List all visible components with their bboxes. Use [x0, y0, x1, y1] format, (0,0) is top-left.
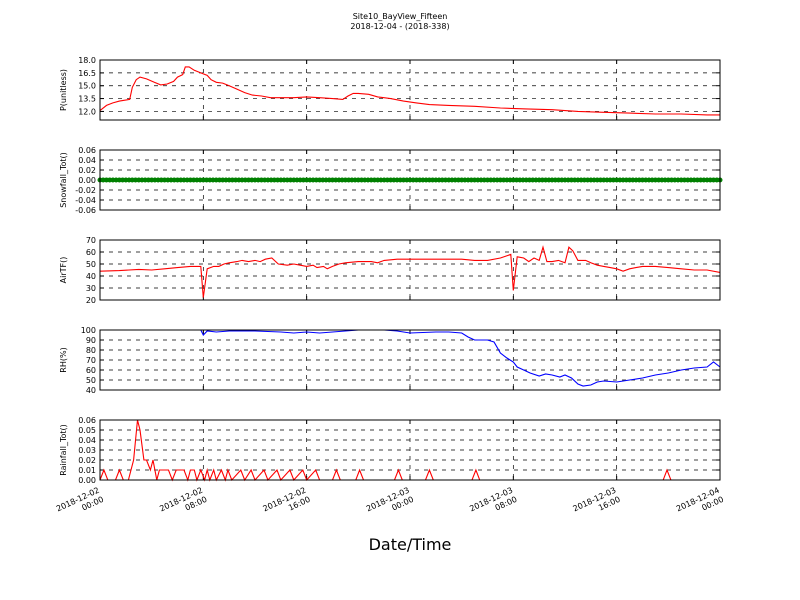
rh-y-tick-label: 50: [86, 376, 96, 385]
airtf-y-tick-label: 70: [86, 236, 96, 245]
airtf-axes-frame: [99, 239, 721, 301]
airtf-y-tick-label: 50: [86, 260, 96, 269]
rh-y-tick-label: 70: [86, 356, 96, 365]
chart-title: Site10_BayView_Fifteen: [353, 12, 448, 21]
rh-axes-frame: [99, 329, 721, 391]
panel-rainfall-tot: 0.000.010.020.030.040.050.06 Rainfall_Tot…: [59, 416, 721, 485]
panel-snowfall-tot: -0.06-0.04-0.020.000.020.040.06 Snowfall_…: [59, 146, 723, 215]
airtf-series-line: [99, 245, 721, 298]
panel-p-unitless: 12.0 13.5 15.0 16.5 18.0 P(unitless): [59, 56, 721, 121]
rainfall-tot-y-axis-label: Rainfall_Tot(): [59, 424, 68, 476]
rh-y-tick-label: 60: [86, 366, 96, 375]
rainfall-tot-y-tick-label: 0.02: [78, 456, 96, 465]
p-unitless-y-tick-label: 13.5: [78, 95, 96, 104]
x-tick-label: 2018-12-0400:00: [675, 486, 725, 523]
snowfall-tot-y-axis-label: Snowfall_Tot(): [59, 152, 68, 208]
rainfall-tot-axes-frame: [99, 419, 721, 481]
snowfall-tot-axes-frame: [99, 149, 721, 211]
rh-y-tick-label: 40: [86, 386, 96, 395]
p-unitless-y-axis-label: P(unitless): [59, 69, 68, 111]
snowfall-tot-y-tick-label: 0.06: [78, 146, 96, 155]
snowfall-tot-y-tick-label: 0.00: [78, 176, 96, 185]
rh-series-line: [100, 329, 721, 387]
snowfall-tot-y-tick-label: 0.02: [78, 166, 96, 175]
rainfall-tot-y-tick-label: 0.03: [78, 446, 96, 455]
airtf-y-axis-label: AirTF(): [59, 257, 68, 284]
snowfall-tot-y-tick-label: -0.04: [75, 196, 96, 205]
rainfall-tot-y-tick-label: 0.05: [78, 426, 96, 435]
x-tick-label: 2018-12-0208:00: [158, 486, 208, 523]
x-tick-label: 2018-12-0200:00: [55, 486, 105, 523]
p-unitless-y-tick-label: 15.0: [78, 82, 96, 91]
x-tick-label: 2018-12-0300:00: [365, 486, 415, 523]
x-tick-label: 2018-12-0216:00: [262, 486, 312, 523]
rainfall-tot-y-tick-label: 0.01: [78, 466, 96, 475]
x-tick-label: 2018-12-0316:00: [572, 486, 622, 523]
snowfall-tot-y-tick-label: -0.02: [75, 186, 96, 195]
rh-y-tick-label: 80: [86, 346, 96, 355]
snowfall-tot-y-tick-label: -0.06: [75, 206, 96, 215]
p-unitless-y-tick-label: 18.0: [78, 56, 96, 65]
rh-y-axis-label: RH(%): [59, 347, 68, 372]
p-unitless-y-tick-label: 16.5: [78, 69, 96, 78]
rainfall-tot-y-tick-label: 0.04: [78, 436, 96, 445]
airtf-y-tick-label: 30: [86, 284, 96, 293]
p-unitless-series-line: [99, 66, 720, 116]
rh-y-tick-label: 90: [86, 336, 96, 345]
p-unitless-y-tick-label: 12.0: [78, 107, 96, 116]
airtf-y-tick-label: 40: [86, 272, 96, 281]
airtf-y-tick-label: 60: [86, 248, 96, 257]
rainfall-tot-y-tick-label: 0.06: [78, 416, 96, 425]
airtf-y-tick-label: 20: [86, 296, 96, 305]
snowfall-tot-y-tick-label: 0.04: [78, 156, 96, 165]
p-unitless-axes-frame: [99, 59, 721, 121]
chart-subtitle: 2018-12-04 - (2018-338): [350, 22, 449, 31]
panel-airtf: 20 30 40 50 60 70 AirTF(): [59, 236, 721, 305]
rh-y-tick-label: 100: [81, 326, 96, 335]
x-tick-label: 2018-12-0308:00: [468, 486, 518, 523]
x-axis-label: Date/Time: [369, 535, 452, 554]
subplots: 12.013.515.016.518.0P(unitless)-0.06-0.0…: [55, 56, 725, 523]
rainfall-tot-y-tick-label: 0.00: [78, 476, 96, 485]
